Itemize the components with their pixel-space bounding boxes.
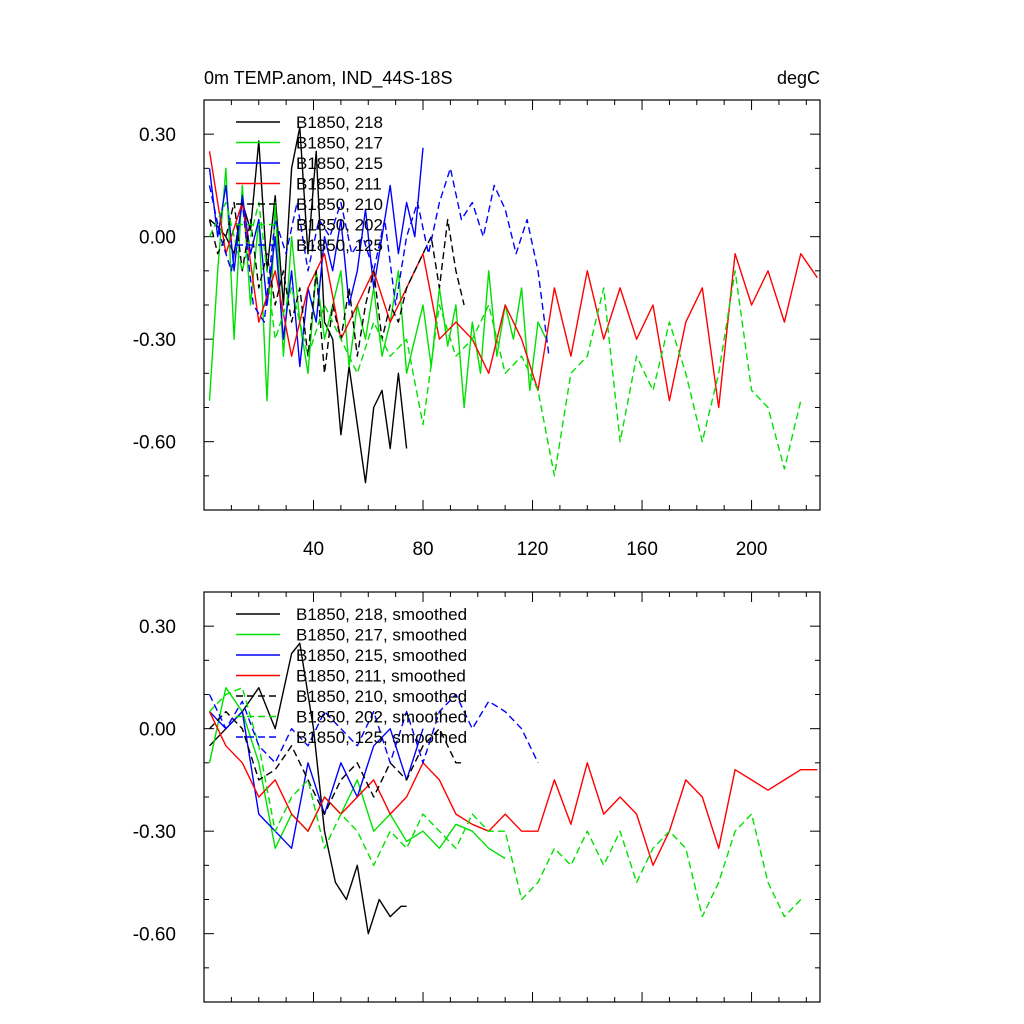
series-line: [208, 687, 802, 918]
top-panel: 0m TEMP.anom, IND_44S-18S degC 40 80 120 16…: [133, 68, 821, 560]
y-tick-label: -0.30: [133, 330, 176, 351]
legend-label: B1850, 210: [296, 195, 383, 214]
legend-label: B1850, 210, smoothed: [296, 687, 467, 706]
legend-label: B1850, 215, smoothed: [296, 646, 467, 665]
x-tick-label: 40: [303, 539, 324, 560]
y-tick-label: 0.00: [139, 720, 176, 741]
y-tick-label: 0.00: [139, 228, 176, 249]
top-title-right: degC: [777, 68, 820, 88]
top-series: [208, 126, 818, 484]
legend-label: B1850, 211: [296, 175, 382, 194]
bottom-ticks: 0.30 0.00 -0.30 -0.60: [133, 592, 820, 1002]
legend-label: B1850, 217, smoothed: [296, 626, 467, 645]
legend-label: B1850, 125: [296, 236, 383, 255]
series-line: [208, 167, 547, 409]
y-tick-label: -0.60: [133, 925, 176, 946]
series-line: [208, 710, 465, 815]
y-tick-label: -0.60: [133, 433, 176, 454]
series-line: [208, 201, 802, 477]
x-tick-label: 200: [736, 539, 768, 560]
legend-label: B1850, 125, smoothed: [296, 728, 467, 747]
legend-label: B1850, 202: [296, 216, 383, 235]
series-line: [208, 710, 424, 849]
legend-label: B1850, 218: [296, 113, 383, 132]
y-tick-label: -0.30: [133, 822, 176, 843]
legend-label: B1850, 218, smoothed: [296, 605, 467, 624]
x-tick-label: 120: [517, 539, 549, 560]
x-tick-label: 80: [412, 539, 433, 560]
legend-label: B1850, 202, smoothed: [296, 708, 467, 727]
legend-label: B1850, 217: [296, 134, 383, 153]
series-line: [208, 687, 506, 860]
series-line: [208, 711, 818, 866]
bottom-legend: B1850, 218, smoothed B1850, 217, smoothed…: [236, 605, 467, 747]
series-line: [208, 147, 424, 368]
y-tick-label: 0.30: [139, 125, 176, 146]
top-ticks: 40 80 120 160 200 0.30 0.00 -0.30 -0.60: [133, 100, 820, 560]
series-line: [208, 151, 818, 409]
y-tick-label: 0.30: [139, 617, 176, 638]
legend-label: B1850, 215: [296, 154, 383, 173]
top-title-left: 0m TEMP.anom, IND_44S-18S: [204, 68, 452, 89]
legend-label: B1850, 211, smoothed: [296, 667, 466, 686]
series-line: [208, 167, 550, 357]
series-line: [208, 693, 539, 764]
x-tick-label: 160: [626, 539, 658, 560]
bottom-panel: 0.300.00-0.30-0.60 B1850, 218, smoothedB…: [133, 591, 821, 1003]
